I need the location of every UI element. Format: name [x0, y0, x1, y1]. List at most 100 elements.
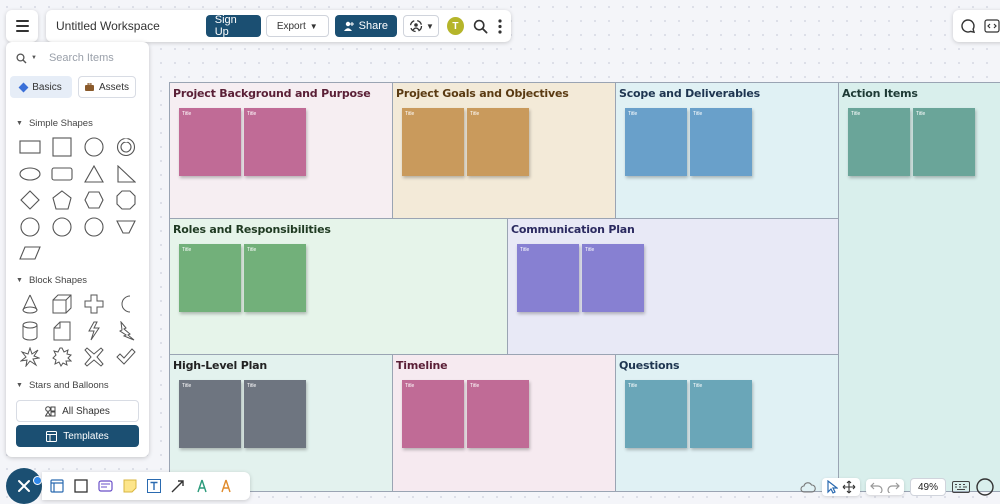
tab-assets[interactable]: Assets	[78, 76, 136, 98]
section-stars-balloons[interactable]: ▼ Stars and Balloons	[16, 380, 109, 391]
shape-parallelogram[interactable]	[14, 240, 46, 267]
sticky-note[interactable]: Title	[690, 380, 752, 448]
sticky-note[interactable]: Title	[517, 244, 579, 312]
all-shapes-label: All Shapes	[62, 405, 110, 417]
shape-lightning[interactable]	[78, 318, 110, 345]
shape-x[interactable]	[78, 344, 110, 371]
shape-arc[interactable]	[110, 134, 142, 161]
card-tool-icon[interactable]	[98, 480, 113, 492]
section-scope-deliverables[interactable]: Scope and Deliverables Title Title	[615, 82, 839, 219]
section-timeline[interactable]: Timeline Title Title	[392, 354, 616, 492]
tab-assets-label: Assets	[98, 81, 129, 93]
shape-moon[interactable]	[110, 291, 142, 318]
sticky-note-tool-icon[interactable]	[123, 479, 137, 493]
undo-icon[interactable]	[870, 481, 883, 493]
search-input[interactable]: Search Items	[48, 52, 114, 64]
shape-cylinder[interactable]	[14, 318, 46, 345]
pan-move-icon[interactable]	[842, 480, 856, 494]
shape-lightning-bolt[interactable]	[110, 318, 142, 345]
close-toolbar-button[interactable]	[6, 468, 42, 504]
shape-cube[interactable]	[46, 291, 78, 318]
section-project-goals[interactable]: Project Goals and Objectives Title Title	[392, 82, 616, 219]
triangle-down-icon: ▼	[16, 277, 23, 284]
sticky-note[interactable]: Title	[690, 108, 752, 176]
shape-rounded-rectangle[interactable]	[46, 161, 78, 188]
shape-right-triangle[interactable]	[110, 161, 142, 188]
zoom-level[interactable]: 49%	[910, 478, 946, 496]
share-button[interactable]: Share	[334, 15, 398, 37]
tab-basics[interactable]: Basics	[10, 76, 72, 98]
section-project-background[interactable]: Project Background and Purpose Title Tit…	[169, 82, 393, 219]
board-canvas[interactable]: Project Background and Purpose Title Tit…	[169, 82, 1000, 492]
shape-rectangle[interactable]	[14, 134, 46, 161]
rectangle-tool-icon[interactable]	[74, 479, 88, 493]
shape-diamond[interactable]	[14, 187, 46, 214]
shape-hexagon[interactable]	[78, 187, 110, 214]
workspace-title[interactable]: Untitled Workspace	[56, 19, 160, 33]
shape-ellipse[interactable]	[14, 161, 46, 188]
help-icon[interactable]	[976, 478, 994, 496]
text-tool-icon[interactable]	[147, 479, 161, 493]
shape-checkmark[interactable]	[110, 344, 142, 371]
sticky-note[interactable]: Title	[582, 244, 644, 312]
shape-octagon[interactable]	[110, 187, 142, 214]
shape-circle-3[interactable]	[46, 214, 78, 241]
comment-icon[interactable]	[960, 18, 976, 34]
user-avatar[interactable]: T	[446, 17, 464, 35]
section-title: Communication Plan	[511, 223, 635, 236]
shape-burst[interactable]	[46, 344, 78, 371]
redo-icon[interactable]	[887, 481, 900, 493]
keyboard-icon[interactable]	[952, 481, 970, 493]
sticky-note[interactable]: Title	[913, 108, 975, 176]
templates-button[interactable]: Templates	[16, 425, 139, 447]
section-roles-responsibilities[interactable]: Roles and Responsibilities Title Title	[169, 218, 508, 355]
frame-tool-icon[interactable]	[50, 479, 64, 493]
collaboration-menu[interactable]: ▼	[403, 15, 439, 37]
sticky-note[interactable]: Title	[179, 380, 241, 448]
section-questions[interactable]: Questions Title Title	[615, 354, 839, 492]
shape-pentagon[interactable]	[46, 187, 78, 214]
sticky-note[interactable]: Title	[244, 380, 306, 448]
sticky-note[interactable]: Title	[179, 108, 241, 176]
section-block-shapes[interactable]: ▼ Block Shapes	[16, 275, 87, 286]
shape-circle[interactable]	[78, 134, 110, 161]
all-shapes-button[interactable]: All Shapes	[16, 400, 139, 422]
embed-code-icon[interactable]	[984, 18, 1000, 34]
cloud-sync-icon	[800, 482, 816, 493]
signup-button[interactable]: Sign Up	[205, 14, 261, 38]
shape-circle-4[interactable]	[78, 214, 110, 241]
shape-cone[interactable]	[14, 291, 46, 318]
highlighter-tool-icon[interactable]	[219, 479, 233, 493]
sticky-note[interactable]: Title	[848, 108, 910, 176]
shape-square[interactable]	[46, 134, 78, 161]
shape-circle-2[interactable]	[14, 214, 46, 241]
template-icon	[46, 430, 58, 442]
select-cursor-icon[interactable]	[826, 480, 838, 494]
shape-folded-corner[interactable]	[46, 318, 78, 345]
search-field[interactable]: ▼ Search Items	[16, 52, 114, 64]
section-communication-plan[interactable]: Communication Plan Title Title	[507, 218, 839, 355]
sticky-note[interactable]: Title	[244, 244, 306, 312]
section-action-items[interactable]: Action Items Title Title	[838, 82, 1000, 492]
shape-triangle[interactable]	[78, 161, 110, 188]
sticky-note[interactable]: Title	[467, 108, 529, 176]
sticky-note[interactable]: Title	[625, 380, 687, 448]
sticky-note[interactable]: Title	[402, 108, 464, 176]
export-button[interactable]: Export ▼	[265, 15, 329, 37]
sticky-note[interactable]: Title	[467, 380, 529, 448]
section-high-level-plan[interactable]: High-Level Plan Title Title	[169, 354, 393, 492]
pen-tool-icon[interactable]	[195, 479, 209, 493]
sticky-note[interactable]: Title	[179, 244, 241, 312]
shape-explosion[interactable]	[14, 344, 46, 371]
more-options-button[interactable]	[497, 18, 503, 34]
connector-tool-icon[interactable]	[171, 479, 185, 493]
section-title: High-Level Plan	[173, 359, 268, 372]
sticky-note[interactable]: Title	[244, 108, 306, 176]
search-button[interactable]	[473, 19, 488, 34]
main-menu-button[interactable]	[6, 10, 38, 42]
section-simple-shapes[interactable]: ▼ Simple Shapes	[16, 118, 93, 129]
sticky-note[interactable]: Title	[402, 380, 464, 448]
sticky-note[interactable]: Title	[625, 108, 687, 176]
shape-cross[interactable]	[78, 291, 110, 318]
shape-trapezoid-down[interactable]	[110, 214, 142, 241]
